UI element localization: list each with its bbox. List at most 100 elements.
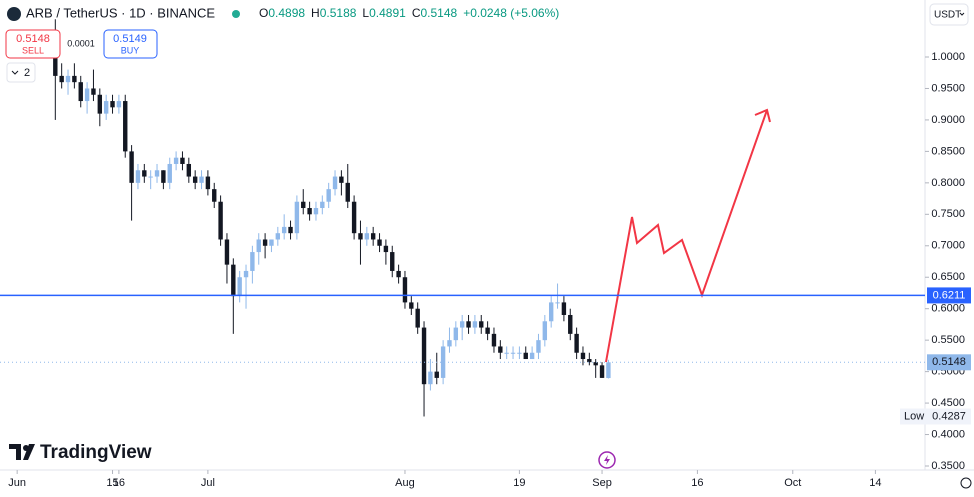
x-tick-label: 14 bbox=[869, 477, 881, 489]
ohlc-value: 0.5148 bbox=[420, 6, 457, 20]
ohlc-key: C bbox=[412, 6, 421, 20]
candle-body bbox=[548, 302, 554, 322]
low-label: Low bbox=[904, 410, 924, 422]
candle-body bbox=[568, 314, 573, 334]
candle-body bbox=[606, 362, 611, 379]
candle-body bbox=[307, 208, 312, 215]
candle-body bbox=[409, 302, 414, 309]
candle-body bbox=[396, 270, 401, 278]
y-tick-label: 0.7000 bbox=[931, 240, 965, 252]
level-price: 0.6211 bbox=[933, 289, 966, 301]
candle-body bbox=[262, 239, 268, 246]
events-icon[interactable] bbox=[598, 451, 616, 469]
y-tick-label: 1.0000 bbox=[931, 51, 965, 63]
change: +0.0248 (+5.06%) bbox=[463, 6, 559, 20]
candle-body bbox=[72, 75, 77, 83]
candle-body bbox=[294, 201, 300, 234]
buy-button[interactable] bbox=[103, 29, 158, 59]
candle-body bbox=[415, 308, 420, 328]
market-status bbox=[232, 10, 240, 18]
candle-body bbox=[154, 170, 160, 177]
y-tick-label: 0.8000 bbox=[931, 177, 965, 189]
y-tick-label: 0.6000 bbox=[931, 303, 965, 315]
brand-name: TradingView bbox=[40, 442, 152, 463]
candle-body bbox=[192, 176, 198, 183]
currency-button[interactable] bbox=[929, 3, 969, 26]
chevron bbox=[11, 70, 19, 75]
sell-price: 0.5148 bbox=[16, 33, 50, 45]
last-price-box bbox=[927, 354, 971, 371]
ohlc-value: 0.4891 bbox=[369, 6, 406, 20]
logo-mark bbox=[9, 444, 21, 460]
forecast-drawing[interactable] bbox=[605, 109, 768, 363]
low-price: 0.4287 bbox=[932, 410, 966, 422]
chevron bbox=[959, 12, 965, 16]
candle-body bbox=[288, 226, 293, 234]
y-tick-label: 0.8500 bbox=[931, 145, 965, 157]
x-tick-label: 16 bbox=[113, 477, 125, 489]
candle-body bbox=[536, 340, 541, 353]
logo-mark bbox=[23, 444, 35, 460]
ohlc-key: L bbox=[362, 6, 369, 20]
x-tick-label: Jun bbox=[8, 477, 26, 489]
candle-body bbox=[123, 101, 128, 152]
brand-logo: TradingView bbox=[9, 442, 152, 463]
candle-body bbox=[504, 352, 509, 354]
y-tick-label: 0.5500 bbox=[931, 334, 965, 346]
candle-body bbox=[326, 189, 331, 202]
candle-body bbox=[103, 101, 109, 114]
candle-body bbox=[593, 362, 598, 366]
sell-button[interactable] bbox=[5, 29, 61, 59]
settings-icon[interactable] bbox=[960, 477, 972, 489]
candle-body bbox=[256, 239, 261, 253]
candle-body bbox=[135, 170, 141, 183]
candle-body bbox=[173, 157, 179, 164]
candle-body bbox=[529, 352, 535, 360]
candle-body bbox=[281, 226, 287, 234]
candle-body bbox=[218, 201, 223, 240]
candle-body bbox=[212, 189, 217, 202]
candle-body bbox=[498, 346, 503, 353]
candle-body bbox=[243, 270, 249, 278]
candle-body bbox=[370, 233, 376, 240]
symbol-title[interactable]: ARB / TetherUS · 1D · BINANCE bbox=[26, 5, 215, 20]
last-price: 0.5148 bbox=[932, 356, 966, 368]
currency: USDT bbox=[934, 10, 961, 21]
candle-body bbox=[97, 94, 103, 114]
candle-body bbox=[142, 170, 147, 177]
candle-body bbox=[186, 163, 192, 177]
candle-body bbox=[364, 233, 370, 240]
candle-body bbox=[580, 352, 586, 360]
symbol-icon bbox=[7, 7, 21, 21]
candle-body bbox=[231, 264, 236, 297]
ohlc-key: H bbox=[311, 6, 320, 20]
candle-body bbox=[555, 302, 560, 304]
events-icon-bolt bbox=[604, 455, 610, 465]
candle-body bbox=[224, 239, 230, 265]
candle-body bbox=[390, 252, 395, 271]
candle-body bbox=[574, 333, 579, 353]
candle-body bbox=[459, 321, 465, 328]
y-tick-label: 0.6500 bbox=[931, 271, 965, 283]
candle-body bbox=[237, 277, 242, 297]
x-tick-label: 15 bbox=[106, 477, 118, 489]
ohlc-values: O0.4898 H0.5188 L0.4891 C0.5148 +0.0248 (+5.… bbox=[259, 6, 559, 20]
forecast-arrowhead bbox=[754, 108, 771, 123]
candle-body bbox=[358, 233, 363, 240]
x-tick-label: 19 bbox=[513, 477, 525, 489]
y-tick-label: 0.7500 bbox=[931, 208, 965, 220]
candle-body bbox=[561, 302, 567, 315]
y-tick-label: 0.9000 bbox=[931, 114, 965, 126]
indicators-toggle[interactable] bbox=[6, 62, 36, 83]
ohlc-value: 0.4898 bbox=[268, 6, 305, 20]
candle-body bbox=[485, 327, 490, 334]
candle-body bbox=[466, 321, 471, 328]
candle-body bbox=[472, 321, 478, 328]
candle-body bbox=[523, 352, 528, 360]
candle-body bbox=[65, 75, 71, 83]
sell-label: SELL bbox=[22, 45, 44, 55]
spread: 0.0001 bbox=[67, 38, 95, 48]
candle-body bbox=[447, 340, 452, 347]
x-tick-label: Jul bbox=[201, 477, 215, 489]
